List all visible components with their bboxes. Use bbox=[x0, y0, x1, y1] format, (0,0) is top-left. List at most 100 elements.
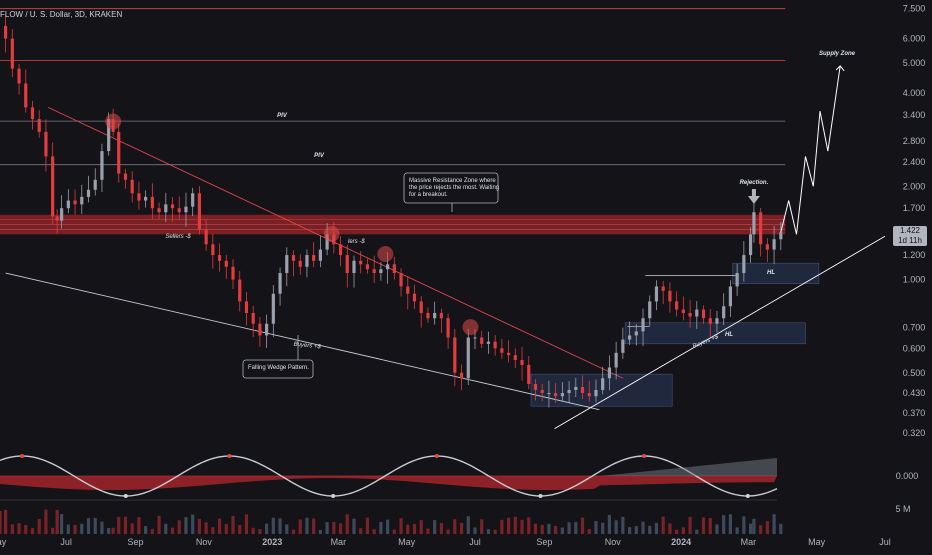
candle-body bbox=[291, 255, 296, 261]
resistance-touch-circle bbox=[105, 113, 122, 130]
volume-bar bbox=[10, 524, 14, 534]
candle-body bbox=[641, 318, 645, 332]
volume-bar bbox=[641, 521, 645, 534]
volume-bar bbox=[728, 514, 733, 534]
candle-body bbox=[137, 193, 141, 201]
volume-bar bbox=[554, 525, 558, 534]
y-tick-label: 0.500 bbox=[903, 368, 926, 378]
candle-body bbox=[513, 355, 517, 360]
volume-bar bbox=[0, 510, 2, 534]
volume-bar bbox=[73, 524, 77, 534]
y-tick-label: 0.370 bbox=[903, 408, 926, 418]
volume-bar bbox=[419, 520, 423, 534]
wedge-callout-text: Falling Wedge Pattern. bbox=[248, 365, 309, 371]
volume-bar bbox=[66, 524, 70, 534]
volume-bar bbox=[325, 522, 329, 534]
candle-body bbox=[231, 266, 235, 280]
sellers-label-2: lers -$ bbox=[348, 239, 365, 245]
y-tick-label: 7.500 bbox=[903, 4, 926, 14]
candle-body bbox=[574, 386, 578, 390]
candle-body bbox=[722, 306, 726, 319]
candle-body bbox=[627, 335, 632, 340]
volume-bar bbox=[217, 518, 222, 534]
candle-body bbox=[359, 260, 363, 265]
osc-grey-area bbox=[600, 458, 777, 476]
volume-bar bbox=[446, 529, 450, 534]
osc-dot bbox=[642, 454, 647, 458]
volume-bar bbox=[24, 524, 28, 534]
x-tick-label: Mar bbox=[331, 537, 347, 547]
x-tick-label: May bbox=[0, 537, 7, 547]
title-text: FLOW / U. S. Dollar, 3D, KRAKEN bbox=[0, 10, 123, 18]
volume-bar bbox=[439, 522, 443, 534]
volume-bar bbox=[150, 529, 154, 534]
volume-bar bbox=[386, 519, 390, 534]
volume-bar bbox=[352, 518, 356, 534]
falling-upper-trendline bbox=[47, 106, 624, 379]
candle-body bbox=[365, 264, 370, 270]
volume-bar bbox=[44, 509, 48, 534]
candle-body bbox=[217, 255, 222, 261]
volume-bar bbox=[742, 516, 746, 534]
sellers-label: Sellers -$ bbox=[165, 234, 191, 240]
candle-body bbox=[107, 119, 111, 152]
x-tick-label: May bbox=[808, 537, 826, 547]
x-tick-label: 2024 bbox=[671, 537, 691, 547]
candle-body bbox=[251, 312, 255, 324]
candle-body bbox=[701, 309, 706, 319]
volume-bar bbox=[493, 529, 497, 534]
candle-body bbox=[500, 348, 504, 353]
candle-body bbox=[93, 179, 97, 190]
y-tick-label: 0.430 bbox=[903, 388, 926, 398]
volume-bar bbox=[312, 518, 316, 534]
candle-body bbox=[80, 196, 84, 205]
candle-body bbox=[540, 389, 544, 394]
x-tick-label: 2023 bbox=[262, 537, 282, 547]
candle-body bbox=[10, 38, 14, 69]
volume-bar bbox=[224, 524, 228, 534]
volume-bar bbox=[4, 509, 8, 534]
candle-body bbox=[60, 208, 64, 221]
candle-body bbox=[352, 260, 356, 274]
candle-body bbox=[547, 393, 551, 395]
candle-body bbox=[4, 25, 8, 39]
volume-bar bbox=[271, 517, 275, 534]
volume-bar bbox=[634, 526, 638, 534]
candle-body bbox=[439, 312, 443, 319]
candle-body bbox=[372, 269, 376, 274]
volume-bar bbox=[412, 523, 417, 534]
candle-body bbox=[51, 156, 55, 217]
volume-bar bbox=[580, 517, 585, 534]
volume-bar bbox=[251, 527, 255, 534]
resistance-touch-circle bbox=[462, 319, 479, 336]
candle-body bbox=[688, 312, 692, 317]
osc-dot bbox=[227, 454, 232, 458]
volume-bar bbox=[715, 524, 719, 534]
osc-dot bbox=[331, 494, 336, 498]
candle-body bbox=[779, 232, 783, 240]
candle-body bbox=[204, 229, 208, 245]
hl-label: HL bbox=[725, 332, 733, 338]
candle-body bbox=[752, 212, 756, 235]
volume-bar bbox=[433, 520, 437, 534]
candle-body bbox=[681, 309, 685, 313]
candle-body bbox=[594, 389, 598, 397]
candle-body bbox=[406, 286, 410, 294]
candle-body bbox=[506, 352, 511, 356]
x-tick-label: Sep bbox=[128, 537, 144, 547]
x-tick-label: Mar bbox=[741, 537, 757, 547]
candle-body bbox=[318, 249, 322, 261]
candle-body bbox=[258, 323, 262, 336]
candle-body bbox=[73, 200, 77, 205]
demand-box bbox=[624, 322, 806, 345]
volume-bar bbox=[752, 518, 756, 534]
candle-body bbox=[668, 290, 672, 302]
y-tick-label: 2.000 bbox=[903, 181, 926, 191]
candle-body bbox=[735, 273, 739, 287]
volume-bar bbox=[688, 516, 692, 534]
candle-body bbox=[466, 337, 470, 379]
osc-zero-label: 0.000 bbox=[896, 471, 919, 481]
y-tick-label: 0.320 bbox=[903, 428, 926, 438]
osc-dot bbox=[20, 454, 25, 458]
